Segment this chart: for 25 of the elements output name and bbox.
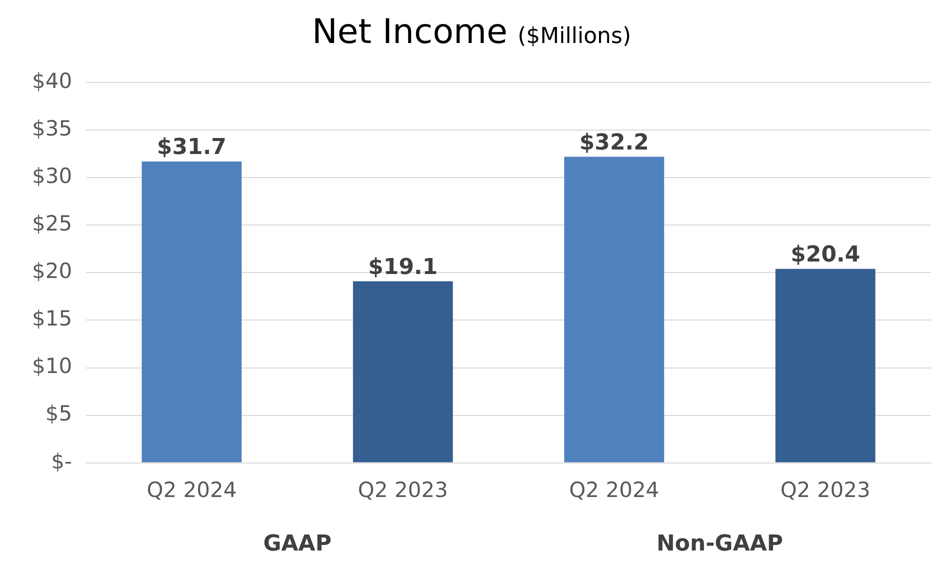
x-tick-label: Q2 2023 [780, 478, 870, 502]
data-label: $31.7 [156, 135, 226, 160]
bar [352, 281, 453, 462]
bar [775, 268, 876, 462]
chart-subtitle: ($Millions) [518, 24, 632, 49]
y-tick-label: $20 [32, 259, 72, 284]
bar [564, 156, 664, 462]
chart-title: Net Income [312, 12, 508, 52]
y-tick-label: $30 [32, 164, 72, 188]
y-tick-label: $15 [32, 306, 72, 331]
data-label: $19.1 [368, 254, 438, 280]
bar [142, 161, 242, 462]
y-tick-label: $35 [32, 116, 72, 141]
x-tick-label: Q2 2024 [146, 478, 237, 502]
x-tick-label: Q2 2023 [358, 478, 448, 502]
text: Non-GAAP [656, 532, 784, 557]
text: GAAP [263, 532, 332, 557]
data-label: $20.4 [790, 242, 860, 268]
x-tick-label: Q2 2024 [569, 478, 660, 502]
y-tick-label: $- [51, 449, 72, 474]
y-tick-label: $5 [45, 402, 72, 426]
data-label: $32.2 [579, 130, 649, 156]
y-tick-label: $10 [32, 354, 72, 378]
y-tick-label: $40 [32, 69, 72, 94]
y-tick-label: $25 [32, 212, 72, 236]
